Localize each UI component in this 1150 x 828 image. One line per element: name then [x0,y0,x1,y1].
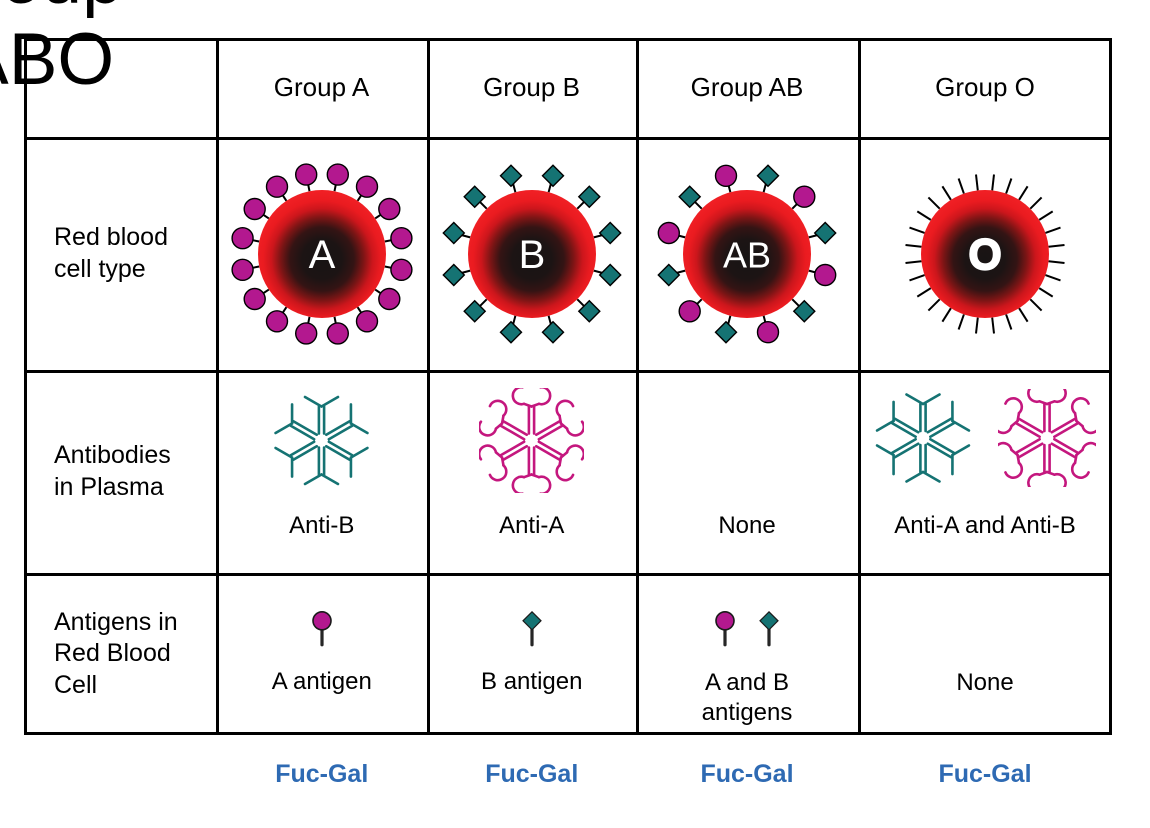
svg-text:O: O [969,233,1000,277]
svg-text:AB: AB [723,235,771,276]
svg-text:B: B [518,233,545,277]
svg-text:A: A [308,233,335,277]
